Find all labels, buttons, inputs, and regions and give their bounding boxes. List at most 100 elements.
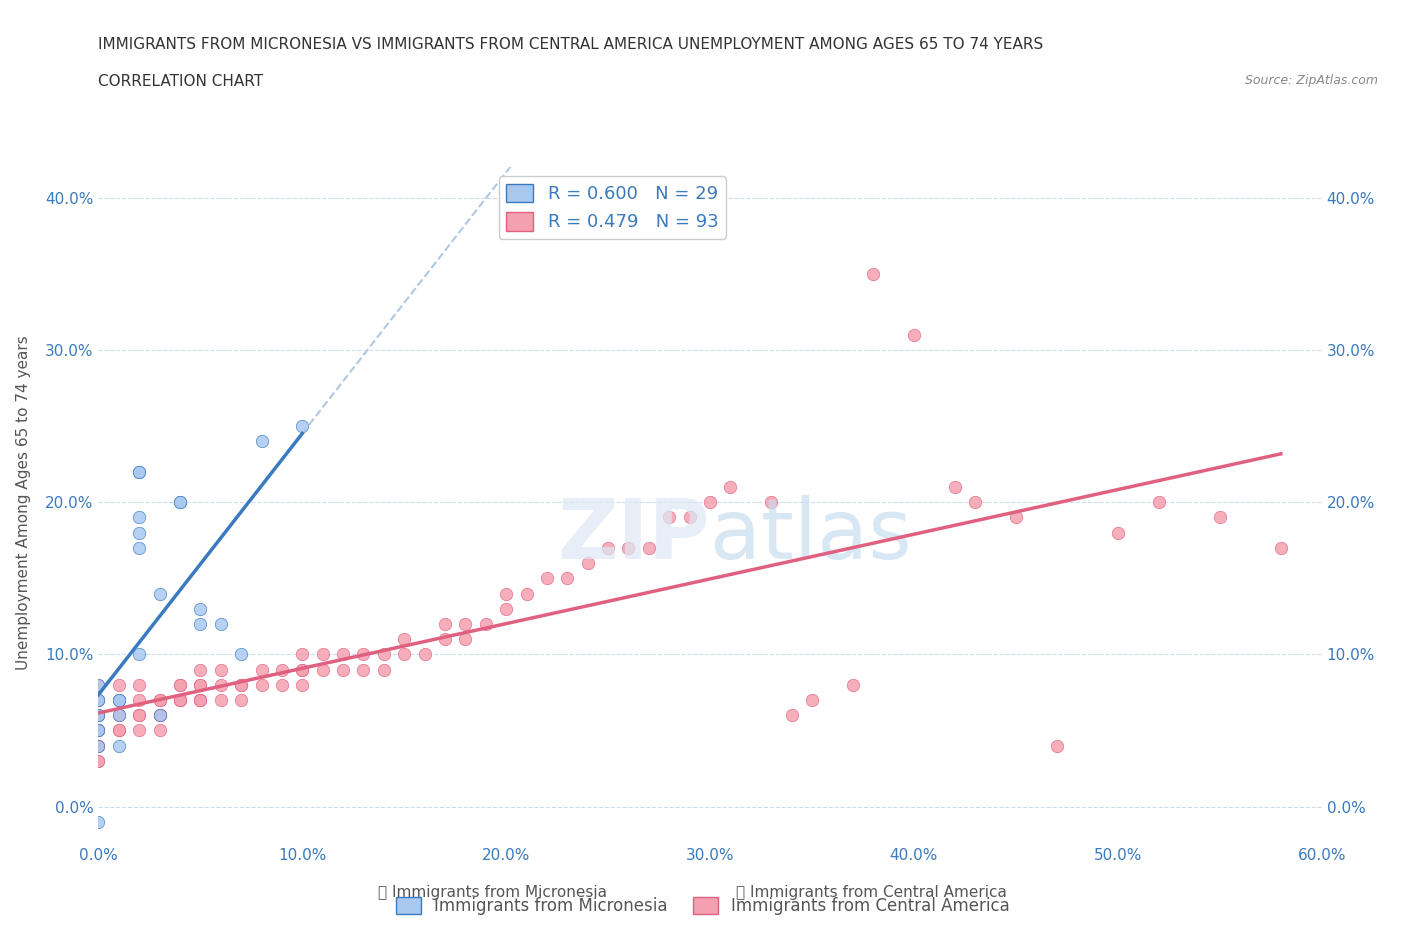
Point	[87, 708, 110, 723]
Point	[87, 753, 110, 768]
Point	[128, 540, 150, 555]
Point	[1270, 540, 1292, 555]
Point	[188, 693, 212, 708]
Point	[373, 662, 395, 677]
Point	[516, 586, 538, 601]
Point	[128, 693, 150, 708]
Point	[231, 677, 253, 692]
Point	[576, 555, 599, 570]
Point	[128, 510, 150, 525]
Point	[169, 495, 191, 510]
Point	[699, 495, 721, 510]
Point	[250, 677, 273, 692]
Point	[87, 753, 110, 768]
Point	[250, 662, 273, 677]
Point	[270, 662, 294, 677]
Point	[291, 647, 314, 662]
Point	[617, 540, 640, 555]
Text: Source: ZipAtlas.com: Source: ZipAtlas.com	[1244, 74, 1378, 87]
Point	[108, 677, 131, 692]
Text: ZIP: ZIP	[558, 495, 710, 577]
Point	[128, 464, 150, 479]
Point	[188, 662, 212, 677]
Point	[209, 617, 232, 631]
Point	[291, 662, 314, 677]
Point	[128, 525, 150, 540]
Point	[128, 647, 150, 662]
Point	[965, 495, 987, 510]
Point	[658, 510, 681, 525]
Point	[108, 693, 131, 708]
Point	[536, 571, 558, 586]
Point	[87, 693, 110, 708]
Point	[188, 602, 212, 617]
Y-axis label: Unemployment Among Ages 65 to 74 years: Unemployment Among Ages 65 to 74 years	[17, 335, 31, 670]
Text: ⬜ Immigrants from Micronesia: ⬜ Immigrants from Micronesia	[378, 885, 606, 900]
Point	[169, 693, 191, 708]
Text: ⬜ Immigrants from Central America: ⬜ Immigrants from Central America	[737, 885, 1007, 900]
Point	[250, 434, 273, 449]
Point	[87, 738, 110, 753]
Point	[169, 677, 191, 692]
Point	[108, 693, 131, 708]
Text: IMMIGRANTS FROM MICRONESIA VS IMMIGRANTS FROM CENTRAL AMERICA UNEMPLOYMENT AMONG: IMMIGRANTS FROM MICRONESIA VS IMMIGRANTS…	[98, 37, 1043, 52]
Point	[862, 267, 884, 282]
Point	[209, 677, 232, 692]
Point	[1004, 510, 1026, 525]
Point	[149, 586, 172, 601]
Point	[188, 677, 212, 692]
Point	[128, 723, 150, 737]
Point	[87, 708, 110, 723]
Point	[352, 662, 374, 677]
Point	[87, 738, 110, 753]
Point	[209, 662, 232, 677]
Point	[108, 738, 131, 753]
Point	[454, 631, 477, 646]
Point	[169, 693, 191, 708]
Point	[312, 662, 335, 677]
Point	[87, 723, 110, 737]
Point	[87, 815, 110, 830]
Point	[720, 480, 742, 495]
Text: atlas: atlas	[710, 495, 911, 577]
Point	[149, 693, 172, 708]
Legend: Immigrants from Micronesia, Immigrants from Central America: Immigrants from Micronesia, Immigrants f…	[389, 890, 1017, 922]
Point	[169, 693, 191, 708]
Point	[149, 708, 172, 723]
Point	[1147, 495, 1170, 510]
Point	[87, 693, 110, 708]
Point	[87, 693, 110, 708]
Point	[149, 723, 172, 737]
Point	[128, 708, 150, 723]
Point	[169, 495, 191, 510]
Point	[108, 708, 131, 723]
Point	[231, 677, 253, 692]
Point	[188, 693, 212, 708]
Point	[188, 693, 212, 708]
Point	[679, 510, 702, 525]
Point	[474, 617, 498, 631]
Point	[780, 708, 803, 723]
Point	[392, 647, 416, 662]
Point	[231, 647, 253, 662]
Point	[598, 540, 620, 555]
Point	[87, 708, 110, 723]
Point	[801, 693, 824, 708]
Point	[188, 677, 212, 692]
Point	[149, 708, 172, 723]
Point	[557, 571, 579, 586]
Point	[270, 677, 294, 692]
Point	[495, 602, 517, 617]
Point	[392, 631, 416, 646]
Point	[149, 693, 172, 708]
Point	[108, 723, 131, 737]
Point	[1045, 738, 1069, 753]
Text: CORRELATION CHART: CORRELATION CHART	[98, 74, 263, 89]
Point	[291, 418, 314, 433]
Point	[413, 647, 436, 662]
Point	[169, 677, 191, 692]
Point	[291, 662, 314, 677]
Point	[454, 617, 477, 631]
Point	[1107, 525, 1129, 540]
Point	[312, 647, 335, 662]
